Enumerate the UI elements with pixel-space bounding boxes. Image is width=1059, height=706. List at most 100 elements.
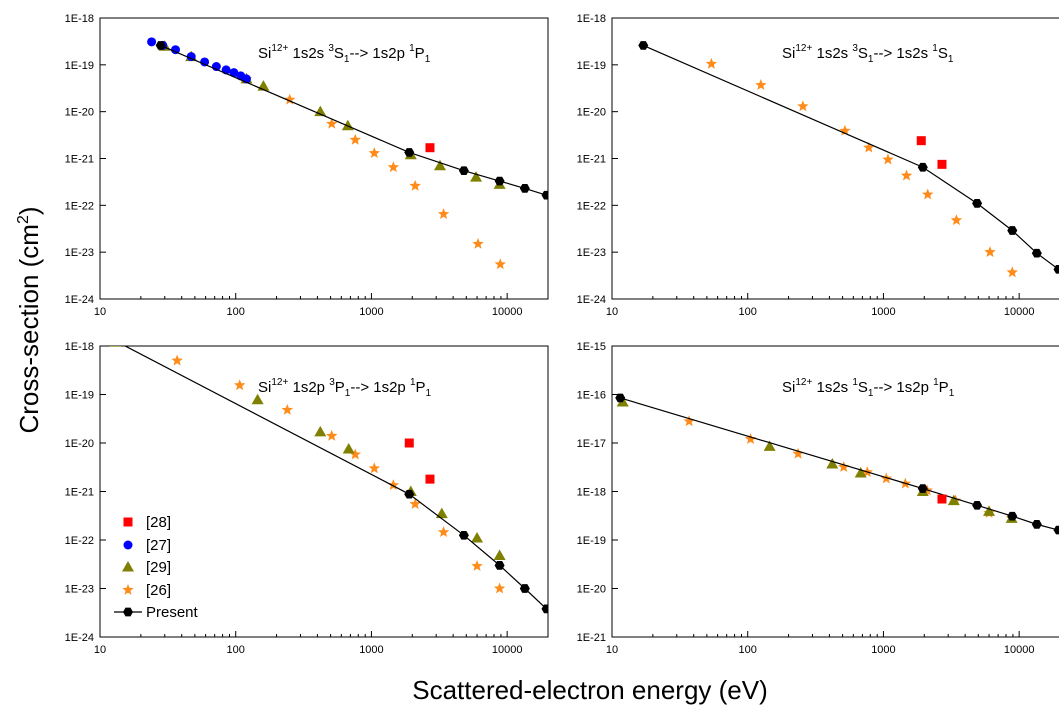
y-tick-label: 1E-24 (65, 294, 94, 306)
y-tick-label: 1E-18 (577, 487, 606, 499)
y-tick-label: 1E-15 (577, 341, 606, 353)
data-point (234, 379, 246, 391)
series-28 (425, 143, 435, 153)
data-point (854, 467, 867, 478)
data-point (387, 479, 400, 491)
plot-area (638, 41, 1059, 278)
legend-item-26: [26] (122, 582, 171, 599)
data-point (472, 237, 484, 249)
series-26 (171, 354, 506, 594)
y-tick-label: 1E-17 (577, 438, 606, 450)
y-tick-label: 1E-23 (577, 247, 606, 259)
transition-annotation: Si12+ 1s2s 3S1--> 1s2s 1S1 (782, 43, 954, 65)
series-28 (916, 136, 947, 169)
data-point (1031, 248, 1042, 258)
x-tick-label: 10000 (492, 306, 523, 318)
x-tick-label: 100 (739, 644, 757, 656)
data-point (349, 448, 361, 460)
data-point (435, 507, 448, 519)
data-point (519, 184, 530, 193)
data-point (541, 604, 548, 614)
data-point (1007, 511, 1018, 521)
data-point (109, 346, 122, 347)
x-tick-label: 100 (739, 306, 757, 318)
x-axis-title: Scattered-electron energy (eV) (412, 675, 768, 705)
y-tick-label: 1E-16 (577, 390, 606, 402)
x-tick-label: 10 (94, 306, 106, 318)
plot-area (615, 393, 1059, 535)
legend-label: [28] (146, 514, 171, 531)
data-point (922, 188, 934, 200)
chart-panel-bottom-right: 10 100 1000 10000 1E-21 1E-20 1E-19 1E-18 1E-17 1… (577, 341, 1059, 656)
data-point (972, 199, 983, 208)
data-point (917, 484, 928, 493)
data-point (494, 258, 506, 270)
legend-item-28: [28] (123, 514, 171, 531)
data-point (342, 443, 355, 454)
y-tick-label: 1E-20 (577, 107, 606, 119)
data-point (284, 93, 296, 105)
data-point (1053, 525, 1059, 535)
series-present (155, 41, 548, 200)
x-tick-label: 10000 (1004, 306, 1035, 318)
y-tick-label: 1E-20 (577, 584, 606, 596)
x-tick-label: 1000 (871, 306, 895, 318)
y-tick-label: 1E-19 (65, 390, 94, 402)
data-point (341, 119, 354, 131)
y-axis-title: Cross-section (cm2) (14, 206, 44, 433)
data-point (404, 489, 415, 499)
data-point (755, 79, 767, 90)
data-point (404, 148, 415, 157)
legend-symbol (123, 540, 133, 550)
legend-item-27: [27] (123, 537, 171, 554)
legend-marker-circle (123, 540, 133, 550)
y-tick-label: 1E-22 (65, 535, 94, 547)
transition-annotation: Si12+ 1s2p 3P1--> 1s2p 1P1 (258, 377, 432, 399)
data-point (744, 433, 757, 445)
legend-item-present: Present (114, 604, 199, 621)
y-tick-label: 1E-19 (577, 60, 606, 72)
data-point (186, 52, 196, 62)
x-tick-label: 1000 (359, 644, 383, 656)
data-point (368, 147, 381, 159)
data-point (882, 153, 894, 165)
y-tick-label: 1E-21 (65, 154, 94, 166)
data-point (838, 461, 850, 472)
data-point (470, 171, 483, 182)
y-tick-label: 1E-20 (65, 107, 94, 119)
data-point (519, 584, 530, 593)
y-tick-label: 1E-22 (65, 200, 94, 212)
plot-area (147, 37, 548, 270)
data-point (937, 494, 947, 504)
data-point (409, 498, 421, 509)
data-point (1031, 520, 1042, 529)
x-tick-label: 100 (227, 306, 245, 318)
present-line (123, 346, 547, 610)
data-point (983, 505, 996, 516)
data-point (314, 425, 327, 437)
data-point (404, 438, 414, 448)
series-26 (705, 57, 1018, 278)
data-point (349, 133, 361, 145)
data-point (326, 117, 338, 129)
series-present (108, 335, 548, 614)
data-point (108, 335, 118, 344)
series-28 (937, 494, 947, 504)
x-tick-label: 10000 (1004, 644, 1035, 656)
data-point (493, 582, 506, 594)
series-29 (109, 346, 506, 560)
x-tick-label: 100 (227, 644, 245, 656)
x-tick-label: 10 (606, 644, 618, 656)
data-point (458, 530, 469, 540)
x-tick-label: 1000 (871, 644, 895, 656)
x-tick-label: 1000 (359, 306, 383, 318)
y-tick-label: 1E-18 (577, 13, 606, 25)
data-point (171, 354, 183, 366)
legend-item-29: [29] (122, 559, 171, 576)
data-point (314, 105, 327, 117)
present-line (643, 44, 1059, 270)
y-tick-label: 1E-24 (65, 632, 94, 644)
legend-label: [27] (146, 537, 171, 554)
data-point (1007, 226, 1018, 235)
data-point (638, 41, 649, 50)
